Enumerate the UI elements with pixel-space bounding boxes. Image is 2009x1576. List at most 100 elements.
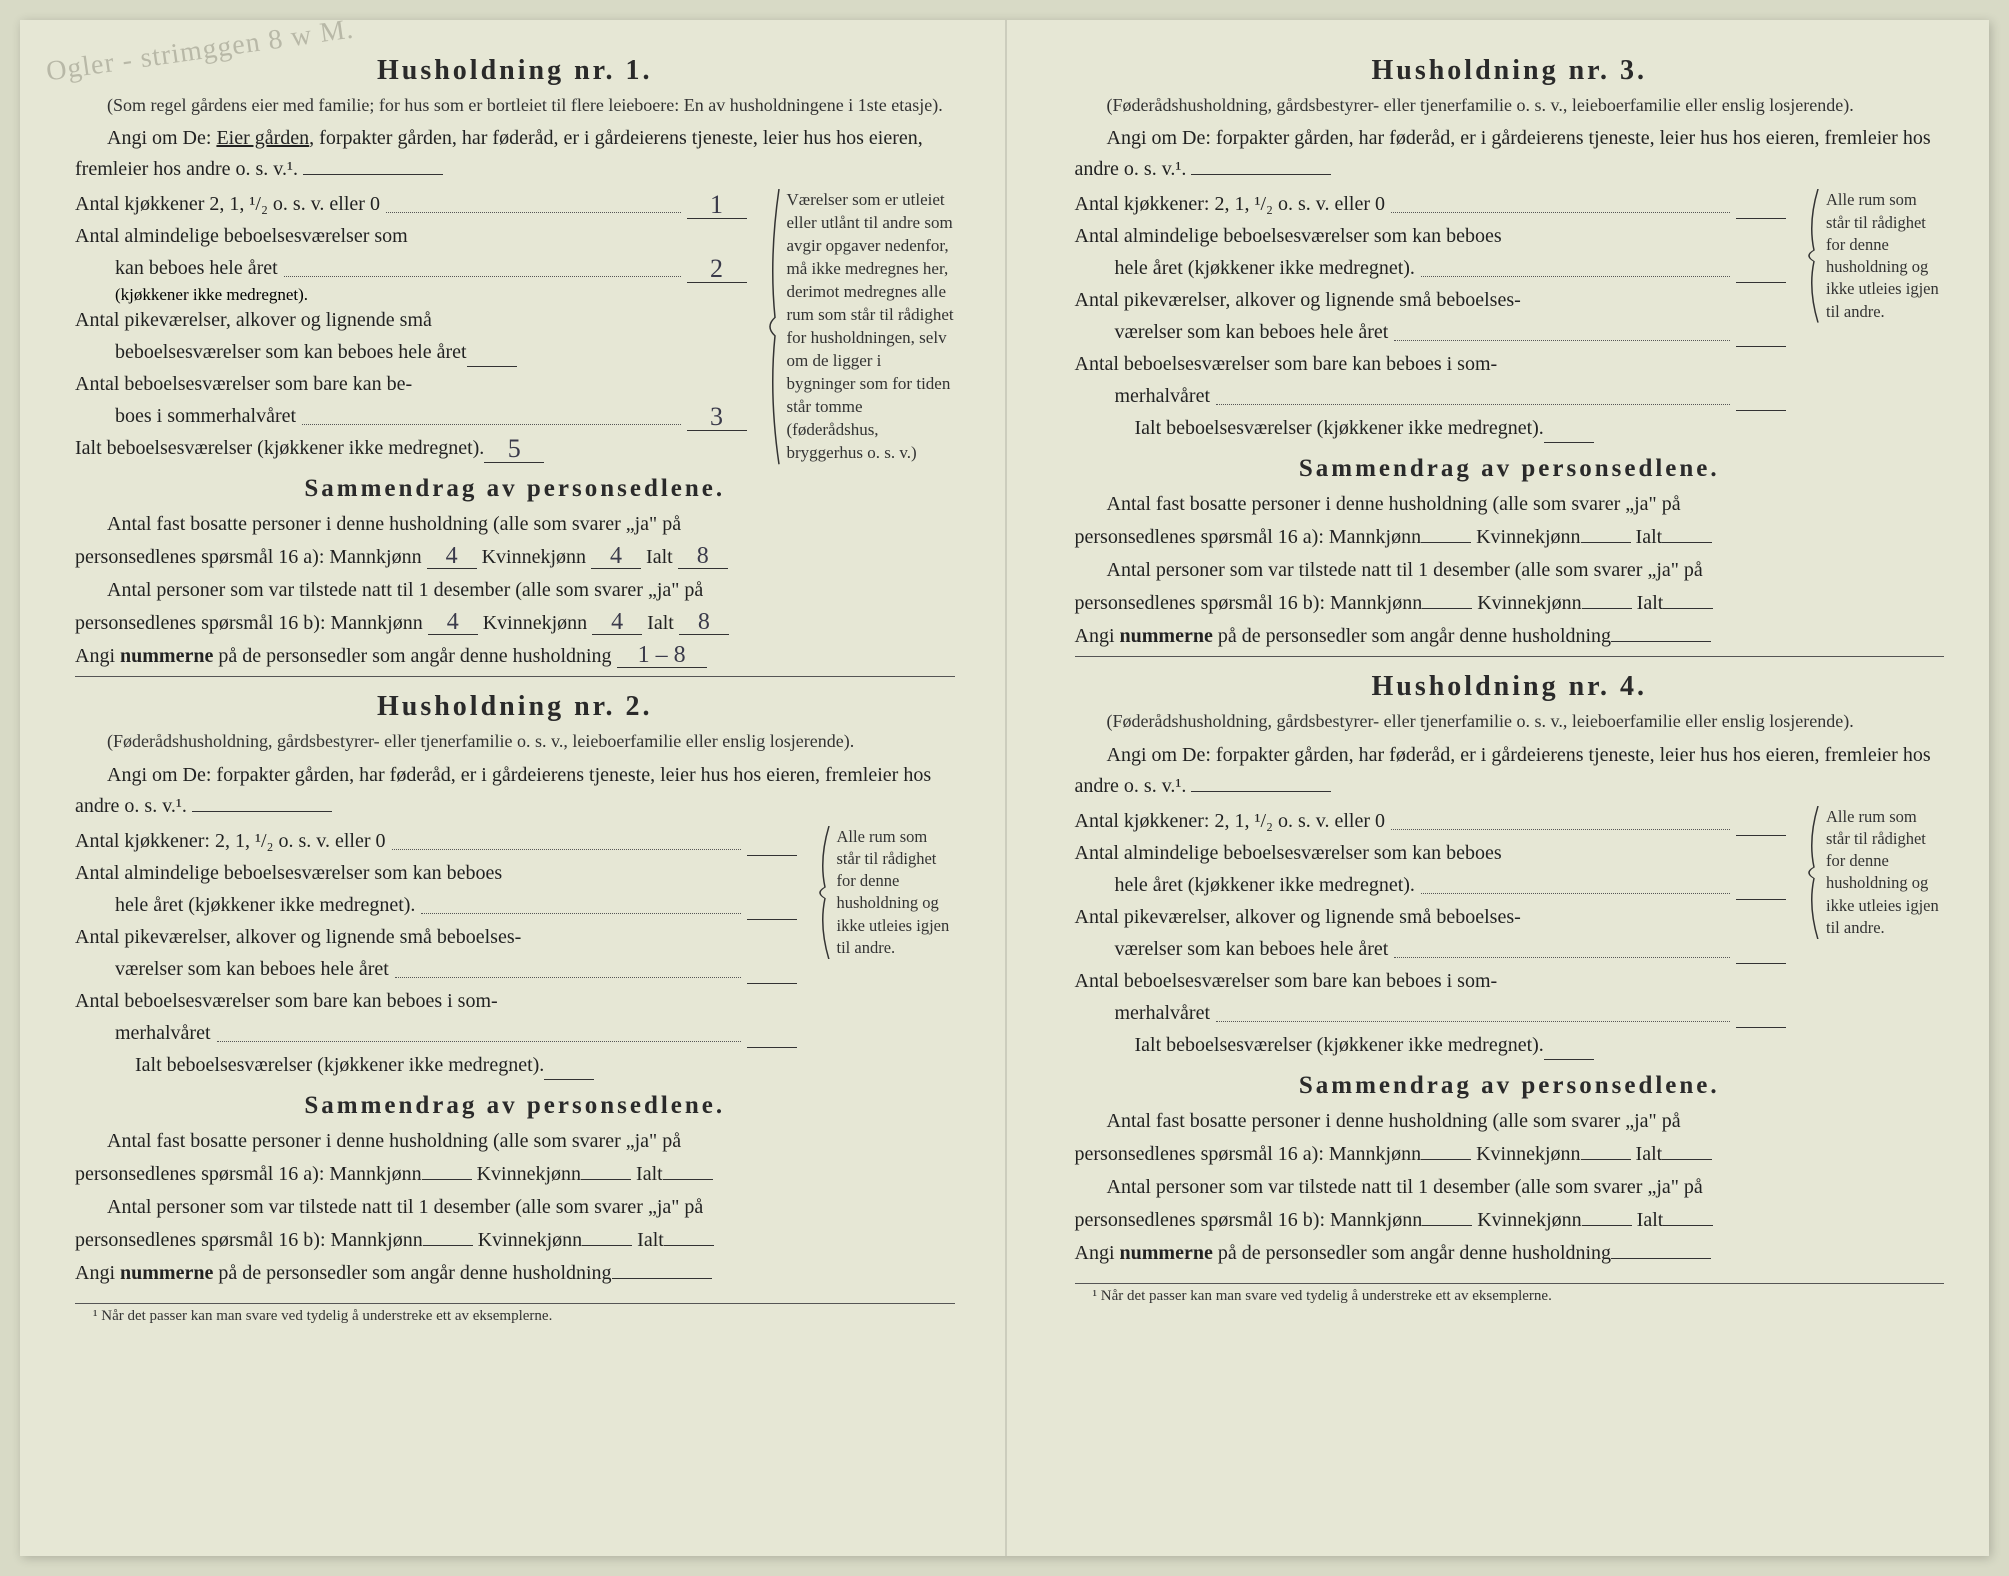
h3-note: (Føderådshusholdning, gårdsbestyrer- ell… [1075, 93, 1945, 117]
h2-r5: Ialt beboelsesværelser (kjøkkener ikke m… [75, 1050, 797, 1080]
section-h1: Husholdning nr. 1. (Som regel gårdens ei… [75, 55, 955, 677]
h3-r5: Ialt beboelsesværelser (kjøkkener ikke m… [1075, 413, 1787, 443]
dots [392, 849, 741, 850]
l2-m: 4 [428, 612, 478, 635]
kv: Kvinnekjønn [477, 1163, 581, 1185]
h3-angi: Angi om De: forpakter gården, har føderå… [1075, 123, 1945, 185]
blank [1611, 1258, 1711, 1259]
r4a-label: Antal beboelsesværelser som bare kan be- [75, 369, 412, 399]
blank [1662, 1159, 1712, 1160]
label: Antal beboelsesværelser som bare kan beb… [1075, 966, 1498, 996]
label: Antal almindelige beboelsesværelser som … [1075, 221, 1502, 251]
h3-sammen-title: Sammendrag av personsedlene. [1075, 455, 1945, 483]
ialt: Ialt [1637, 1209, 1664, 1231]
h3-s-l1a: Antal fast bosatte personer i denne hush… [1075, 489, 1945, 520]
h2-rows-wrap: Antal kjøkkener: 2, 1, ¹/₂ o. s. v. elle… [75, 826, 955, 1082]
val [747, 983, 797, 984]
h1-s-l2b: personsedlenes spørsmål 16 b): Mannkjønn… [75, 608, 955, 639]
label: værelser som kan beboes hele året [115, 954, 389, 984]
label: merhalvåret [115, 1018, 211, 1048]
r2b-label: kan beboes hele året [115, 253, 278, 283]
h3-rows-wrap: Antal kjøkkener: 2, 1, ¹/₂ o. s. v. elle… [1075, 189, 1945, 445]
blank [1421, 542, 1471, 543]
h2-angi: Angi om De: forpakter gården, har føderå… [75, 760, 955, 822]
h3-r2b: hele året (kjøkkener ikke medregnet). [1075, 253, 1787, 283]
h1-s-l2a: Antal personer som var tilstede natt til… [75, 575, 955, 606]
pre: personsedlenes spørsmål 16 b): Mannkjønn [1075, 592, 1423, 614]
angi-text: Angi om De: forpakter gården, har føderå… [1075, 744, 1931, 797]
h4-angi: Angi om De: forpakter gården, har føderå… [1075, 740, 1945, 802]
l3-post: på de personsedler som angår denne husho… [213, 645, 611, 667]
h4-s-l2b: personsedlenes spørsmål 16 b): Mannkjønn… [1075, 1205, 1945, 1236]
h4-note: (Føderådshusholdning, gårdsbestyrer- ell… [1075, 709, 1945, 733]
h4-r3a: Antal pikeværelser, alkover og lignende … [1075, 902, 1787, 932]
dots [1394, 340, 1730, 341]
dots [302, 424, 680, 425]
blank [663, 1179, 713, 1180]
label: Ialt beboelsesværelser (kjøkkener ikke m… [1135, 413, 1544, 443]
divider [1075, 656, 1945, 657]
val [747, 855, 797, 856]
h3-r3b: værelser som kan beboes hele året [1075, 317, 1787, 347]
h1-s-l3: Angi nummerne på de personsedler som ang… [75, 641, 955, 672]
section-h3: Husholdning nr. 3. (Føderådshusholdning,… [1075, 55, 1945, 657]
brace-icon [1804, 189, 1822, 323]
val [1736, 1027, 1786, 1028]
l2b-pre: personsedlenes spørsmål 16 b): Mannkjønn [75, 612, 423, 634]
kv: Kvinnekjønn [1476, 526, 1580, 548]
h2-title: Husholdning nr. 2. [75, 691, 955, 723]
h3-r3a: Antal pikeværelser, alkover og lignende … [1075, 285, 1787, 315]
angi-underline: Eier gården [216, 127, 309, 149]
h3-title: Husholdning nr. 3. [1075, 55, 1945, 87]
right-leaf: Husholdning nr. 3. (Føderådshusholdning,… [1005, 20, 1990, 1556]
h1-r5: Ialt beboelsesværelser (kjøkkener ikke m… [75, 433, 747, 463]
h4-title: Husholdning nr. 4. [1075, 671, 1945, 703]
h4-r2b: hele året (kjøkkener ikke medregnet). [1075, 870, 1787, 900]
val [747, 919, 797, 920]
h1-sidebar: Værelser som er utleiet eller utlånt til… [765, 189, 955, 464]
h1-rows: Antal kjøkkener 2, 1, ¹/₂ o. s. v. eller… [75, 189, 747, 465]
blank [423, 1245, 473, 1246]
right-footnote: ¹ Når det passer kan man svare ved tydel… [1075, 1283, 1945, 1305]
dots [217, 1041, 741, 1042]
bold: nummerne [120, 1262, 213, 1284]
h1-s-l1a: Antal fast bosatte personer i denne hush… [75, 509, 955, 540]
h1-r4a: Antal beboelsesværelser som bare kan be- [75, 369, 747, 399]
val [747, 1047, 797, 1048]
label: merhalvåret [1115, 381, 1211, 411]
dots [395, 977, 741, 978]
h1-r2b: kan beboes hele året 2 [75, 253, 747, 283]
brace-icon [1804, 806, 1822, 940]
dots [1394, 957, 1730, 958]
h1-title: Husholdning nr. 1. [75, 55, 955, 87]
blank [1582, 608, 1632, 609]
label: værelser som kan beboes hele året [1115, 317, 1389, 347]
blank [1581, 1159, 1631, 1160]
label: Antal pikeværelser, alkover og lignende … [75, 922, 521, 952]
blank [1422, 608, 1472, 609]
divider [75, 676, 955, 677]
label: Antal pikeværelser, alkover og lignende … [1075, 902, 1521, 932]
h4-sidebar: Alle rum som står til rådighet for denne… [1804, 806, 1944, 940]
ialt: Ialt [636, 1163, 663, 1185]
label: Antal beboelsesværelser som bare kan beb… [1075, 349, 1498, 379]
post: på de personsedler som angår denne husho… [1213, 625, 1611, 647]
h2-r3b: værelser som kan beboes hele året [75, 954, 797, 984]
val [1736, 963, 1786, 964]
h2-s-l3: Angi nummerne på de personsedler som ang… [75, 1258, 955, 1289]
l3-val: 1 – 8 [617, 645, 707, 668]
l1b-pre: personsedlenes spørsmål 16 a): Mannkjønn [75, 546, 422, 568]
pre: personsedlenes spørsmål 16 a): Mannkjønn [1075, 526, 1422, 548]
blank [1581, 542, 1631, 543]
kv: Kvinnekjønn [478, 1229, 582, 1251]
h4-s-l1a: Antal fast bosatte personer i denne hush… [1075, 1106, 1945, 1137]
label: hele året (kjøkkener ikke medregnet). [1115, 870, 1415, 900]
dots [1421, 893, 1730, 894]
pre: personsedlenes spørsmål 16 a): Mannkjønn [75, 1163, 422, 1185]
h3-sidebar: Alle rum som står til rådighet for denne… [1804, 189, 1944, 323]
h2-note: (Føderådshusholdning, gårdsbestyrer- ell… [75, 729, 955, 753]
h2-rows: Antal kjøkkener: 2, 1, ¹/₂ o. s. v. elle… [75, 826, 797, 1082]
val [1736, 218, 1786, 219]
blank [612, 1278, 712, 1279]
dots [284, 276, 681, 277]
